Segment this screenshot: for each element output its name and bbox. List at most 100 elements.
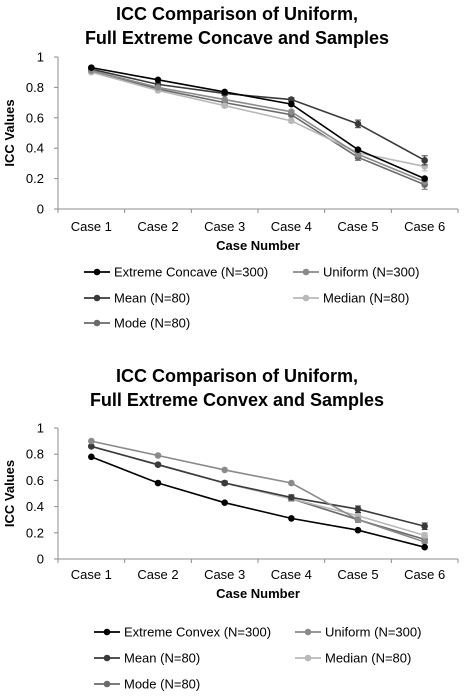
- data-point: [354, 150, 362, 158]
- chart-title: ICC Comparison of Uniform,: [116, 366, 358, 386]
- data-point: [421, 157, 428, 164]
- x-tick-label: Case 2: [137, 219, 178, 234]
- data-point: [154, 452, 162, 459]
- data-point: [288, 494, 295, 501]
- legend-swatch-marker: [103, 680, 111, 688]
- legend-item: Uniform (N=300): [293, 265, 419, 280]
- data-point: [154, 479, 162, 487]
- series-extreme-concave-n-300: [88, 64, 428, 182]
- data-point: [421, 175, 428, 182]
- series-extreme-convex-n-300: [88, 453, 428, 551]
- y-tick-label: 0.6: [26, 110, 44, 125]
- x-tick-label: Case 4: [271, 219, 312, 234]
- legend-label: Mode (N=80): [114, 316, 190, 331]
- series-line: [91, 66, 425, 180]
- data-point: [354, 146, 362, 154]
- x-tick-label: Case 6: [404, 219, 445, 234]
- data-point: [221, 479, 228, 487]
- x-tick-label: Case 3: [204, 567, 245, 582]
- series-line: [91, 68, 426, 162]
- data-point: [354, 505, 362, 513]
- series-line: [91, 440, 425, 543]
- series-mean-n-80: [88, 65, 428, 166]
- data-point: [421, 543, 428, 551]
- y-tick-label: 0.8: [26, 447, 44, 462]
- y-tick-label: 0: [37, 552, 44, 567]
- series-line: [91, 69, 425, 183]
- legend-label: Median (N=80): [323, 291, 409, 306]
- series-mean-n-80: [88, 443, 428, 531]
- data-point: [154, 461, 162, 468]
- legend-swatch-marker: [304, 654, 312, 662]
- y-tick-label: 0.2: [26, 171, 44, 186]
- data-point: [221, 88, 228, 96]
- legend-label: Mean (N=80): [114, 291, 190, 306]
- legend-label: Uniform (N=300): [325, 625, 421, 640]
- legend-swatch-marker: [103, 654, 111, 662]
- y-tick-label: 1: [37, 50, 44, 65]
- legend-swatch-marker: [302, 294, 310, 302]
- y-axis-label: ICC Values: [2, 460, 17, 527]
- legend-label: Mode (N=80): [124, 677, 200, 692]
- data-point: [88, 437, 95, 445]
- chart-title: Full Extreme Convex and Samples: [90, 390, 384, 410]
- series-line: [91, 456, 425, 548]
- legend-item: Median (N=80): [293, 291, 409, 306]
- x-tick-label: Case 4: [271, 567, 312, 582]
- data-point: [221, 466, 228, 474]
- legend-label: Median (N=80): [325, 651, 411, 666]
- legend-swatch-marker: [93, 294, 101, 302]
- data-point: [354, 526, 362, 534]
- legend-item: Mean (N=80): [84, 291, 190, 306]
- data-point: [88, 443, 95, 450]
- data-point: [288, 108, 295, 116]
- data-point: [288, 515, 295, 522]
- x-tick-label: Case 1: [71, 567, 112, 582]
- series-mode-n-80: [88, 443, 428, 543]
- series-line: [91, 445, 425, 528]
- series-line: [91, 71, 425, 168]
- chart-concave: ICC Comparison of Uniform, Full Extreme C…: [2, 4, 459, 331]
- y-tick-label: 1: [37, 421, 44, 436]
- legend-item: Mode (N=80): [84, 316, 190, 331]
- legend-item: Mean (N=80): [94, 651, 200, 666]
- y-tick-label: 0.4: [26, 141, 44, 156]
- data-point: [354, 516, 362, 523]
- y-tick-label: 0.2: [26, 525, 44, 540]
- y-tick-label: 0.4: [26, 499, 44, 514]
- data-point: [288, 100, 295, 108]
- legend-label: Extreme Convex (N=300): [124, 625, 271, 640]
- legend-item: Uniform (N=300): [295, 625, 421, 640]
- data-point: [221, 102, 228, 109]
- x-tick-label: Case 3: [204, 219, 245, 234]
- legend-item: Median (N=80): [295, 651, 411, 666]
- x-tick-label: Case 6: [404, 567, 445, 582]
- chart-title: Full Extreme Concave and Samples: [85, 28, 389, 48]
- chart-title: ICC Comparison of Uniform,: [116, 4, 358, 24]
- data-point: [288, 96, 295, 103]
- legend-swatch-marker: [93, 268, 101, 276]
- y-tick-label: 0: [37, 202, 44, 217]
- x-tick-label: Case 5: [337, 567, 378, 582]
- data-point: [421, 522, 428, 530]
- data-point: [88, 64, 95, 71]
- y-tick-label: 0.6: [26, 473, 44, 488]
- data-point: [221, 96, 228, 103]
- series-line: [91, 69, 425, 186]
- legend-swatch-marker: [304, 628, 312, 636]
- legend-item: Extreme Convex (N=300): [94, 625, 271, 640]
- data-point: [354, 120, 362, 128]
- legend-swatch-marker: [302, 268, 310, 276]
- legend-label: Mean (N=80): [124, 651, 200, 666]
- data-point: [154, 76, 162, 84]
- x-tick-label: Case 2: [137, 567, 178, 582]
- x-tick-label: Case 1: [71, 219, 112, 234]
- data-point: [421, 532, 428, 539]
- series-uniform-n-300: [88, 437, 428, 546]
- legend-item: Extreme Concave (N=300): [84, 265, 268, 280]
- data-point: [421, 538, 428, 546]
- x-axis-label: Case Number: [216, 586, 300, 601]
- y-tick-label: 0.8: [26, 80, 44, 95]
- data-point: [88, 453, 95, 461]
- legend-swatch-marker: [93, 319, 101, 327]
